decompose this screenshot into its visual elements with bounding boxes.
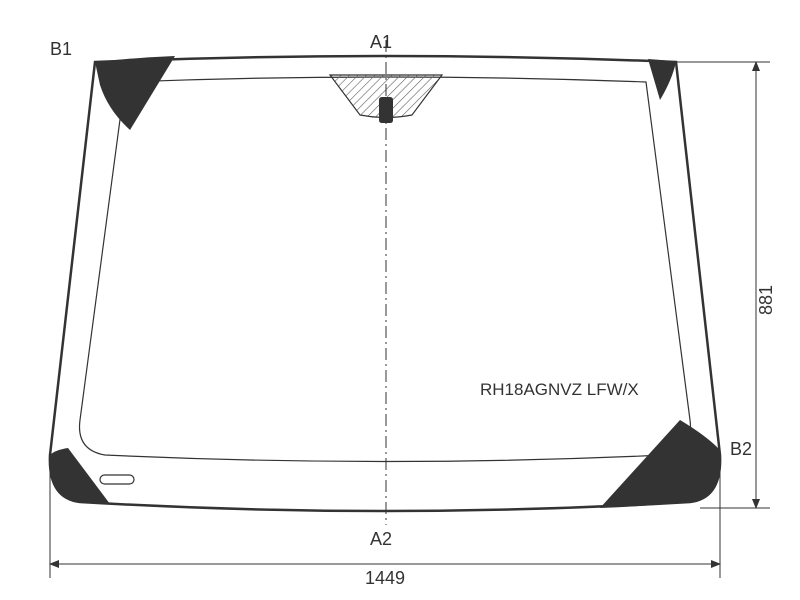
dim-value-height: 881 (756, 285, 776, 315)
corner-black-bottom-right (600, 420, 720, 508)
label-b2: B2 (730, 439, 752, 459)
corner-black-top-right (648, 59, 676, 100)
part-number: RH18AGNVZ LFW/X (480, 380, 639, 399)
windshield-inner-outline (80, 77, 691, 462)
bottom-left-slot (100, 475, 134, 484)
label-b1: B1 (50, 39, 72, 59)
corner-black-top-left (95, 56, 175, 130)
windshield-outer-outline (50, 56, 720, 511)
dim-value-width: 1449 (365, 568, 405, 588)
label-a2: A2 (370, 529, 392, 549)
label-a1: A1 (370, 32, 392, 52)
